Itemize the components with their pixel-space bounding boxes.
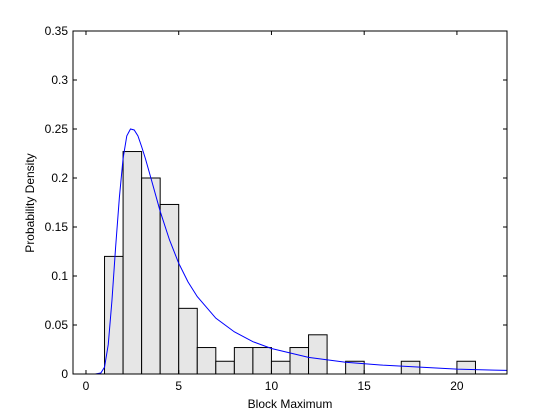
- histogram-bar: [122, 151, 143, 375]
- density-curve: [85, 128, 508, 375]
- histogram-bar: [215, 360, 235, 375]
- x-axis-label: Block Maximum: [248, 397, 333, 411]
- x-tick-label: 10: [265, 379, 279, 393]
- histogram-bar: [400, 360, 421, 375]
- y-tick-label: 0.25: [45, 122, 69, 136]
- histogram-bar: [252, 347, 272, 375]
- histogram-bar: [456, 360, 476, 375]
- histogram-bar: [233, 347, 254, 375]
- histogram-bars: [104, 151, 476, 375]
- y-axis-ticks: 0 0.05 0.1 0.15 0.2 0.25 0.3 0.35: [45, 24, 507, 381]
- y-tick-label: 0.05: [45, 318, 69, 332]
- x-tick-label: 5: [175, 379, 182, 393]
- y-axis-label: Probability Density: [23, 153, 37, 252]
- y-tick-label: 0.35: [45, 24, 69, 38]
- plot-frame: [72, 30, 508, 375]
- histogram-bar: [178, 307, 198, 375]
- x-tick-label: 15: [358, 379, 372, 393]
- histogram-bar: [196, 347, 217, 375]
- x-tick-label: 20: [450, 379, 464, 393]
- x-tick-label: 0: [83, 379, 90, 393]
- y-tick-label: 0.3: [51, 73, 68, 87]
- y-tick-label: 0.15: [45, 220, 69, 234]
- histogram-bar: [270, 360, 291, 375]
- histogram-bar: [308, 334, 328, 375]
- y-tick-label: 0.1: [51, 269, 68, 283]
- y-tick-label: 0.2: [51, 171, 68, 185]
- histogram-bar: [159, 203, 180, 375]
- x-axis-ticks: 0 5 10 15 20: [83, 31, 464, 393]
- y-tick-label: 0: [61, 367, 68, 381]
- histogram-bar: [289, 347, 310, 375]
- histogram-bar: [141, 177, 161, 375]
